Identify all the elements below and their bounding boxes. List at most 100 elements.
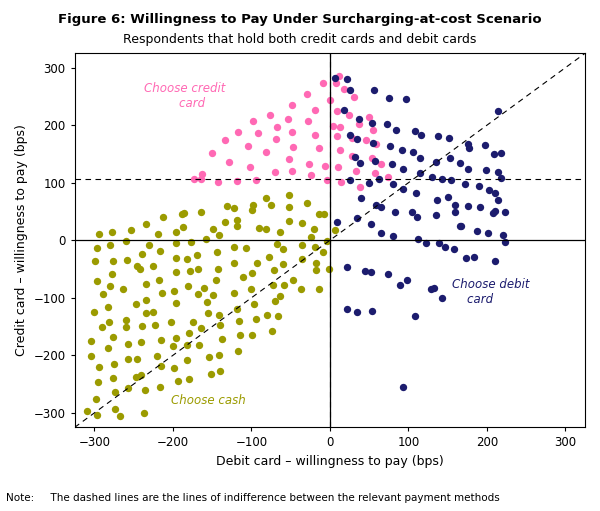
Point (144, 241, 154, 249)
Text: Choose debit
    card: Choose debit card (452, 278, 529, 306)
Point (107, 270, 117, 278)
Text: Note:     The dashed lines are the lines of indifference between the relevant pa: Note: The dashed lines are the lines of … (6, 493, 500, 503)
Point (368, 126, 377, 134)
Point (109, 257, 118, 265)
Point (235, 317, 244, 325)
Point (158, 289, 167, 297)
Point (148, 308, 158, 316)
Point (284, 114, 293, 123)
Point (395, 281, 404, 289)
Point (493, 168, 502, 176)
Point (451, 208, 460, 217)
Point (203, 309, 212, 317)
Point (336, 178, 346, 186)
Point (390, 208, 400, 216)
Point (412, 213, 422, 221)
Point (82, 407, 92, 415)
Point (97, 322, 106, 331)
Point (233, 128, 243, 136)
Point (233, 177, 242, 185)
Point (342, 75, 352, 83)
Point (278, 260, 287, 268)
Point (289, 275, 298, 284)
Point (266, 201, 276, 210)
Point (332, 107, 341, 115)
Point (284, 191, 293, 199)
Point (398, 185, 408, 193)
Point (204, 353, 214, 361)
Point (169, 287, 179, 295)
Point (157, 336, 166, 344)
Point (270, 168, 280, 176)
Point (284, 203, 294, 211)
Point (318, 248, 328, 256)
Point (91, 395, 101, 403)
Point (367, 307, 377, 315)
Text: Figure 6: Willingness to Pay Under Surcharging-at-cost Scenario: Figure 6: Willingness to Pay Under Surch… (58, 13, 542, 26)
Point (331, 79, 341, 87)
Point (214, 265, 223, 273)
Point (188, 318, 198, 327)
Point (252, 259, 262, 267)
Point (367, 119, 377, 127)
Point (197, 170, 206, 178)
Point (457, 222, 466, 230)
Point (166, 318, 175, 326)
Point (224, 158, 233, 166)
Point (355, 120, 364, 128)
Point (297, 255, 307, 263)
Text: Respondents that hold both credit cards and debit cards: Respondents that hold both credit cards … (124, 33, 476, 46)
Point (121, 323, 131, 332)
Point (154, 276, 163, 284)
Point (182, 256, 192, 264)
Point (430, 284, 439, 292)
Point (133, 355, 142, 363)
Point (347, 152, 357, 160)
Point (325, 96, 335, 104)
Point (265, 110, 274, 119)
Point (352, 214, 362, 222)
Point (434, 239, 443, 247)
Point (123, 340, 133, 349)
Point (490, 149, 499, 157)
Point (307, 233, 316, 241)
Point (345, 131, 355, 140)
Point (247, 331, 256, 339)
Point (98, 290, 107, 298)
Point (196, 175, 206, 183)
Point (109, 374, 118, 382)
Point (94, 230, 104, 238)
Point (371, 141, 381, 149)
Point (235, 331, 245, 339)
Point (93, 378, 103, 386)
Point (183, 282, 193, 290)
Point (135, 265, 145, 273)
Point (171, 268, 181, 276)
Point (360, 267, 370, 275)
Point (141, 309, 151, 317)
Point (335, 123, 345, 131)
Point (148, 262, 158, 270)
Point (298, 241, 307, 249)
Point (133, 262, 142, 270)
Point (463, 140, 473, 148)
Point (270, 297, 280, 305)
Point (137, 250, 147, 258)
Point (369, 86, 379, 95)
Point (261, 224, 271, 233)
Point (212, 248, 222, 257)
Point (142, 296, 151, 305)
Point (131, 373, 140, 381)
Point (123, 384, 133, 392)
Point (220, 136, 230, 144)
Point (104, 318, 114, 327)
Point (106, 282, 115, 290)
Point (177, 210, 187, 218)
Point (355, 159, 365, 167)
Point (361, 136, 371, 144)
Point (185, 267, 195, 275)
Point (140, 386, 149, 394)
Point (232, 216, 242, 224)
Point (155, 383, 165, 391)
Point (284, 155, 293, 163)
